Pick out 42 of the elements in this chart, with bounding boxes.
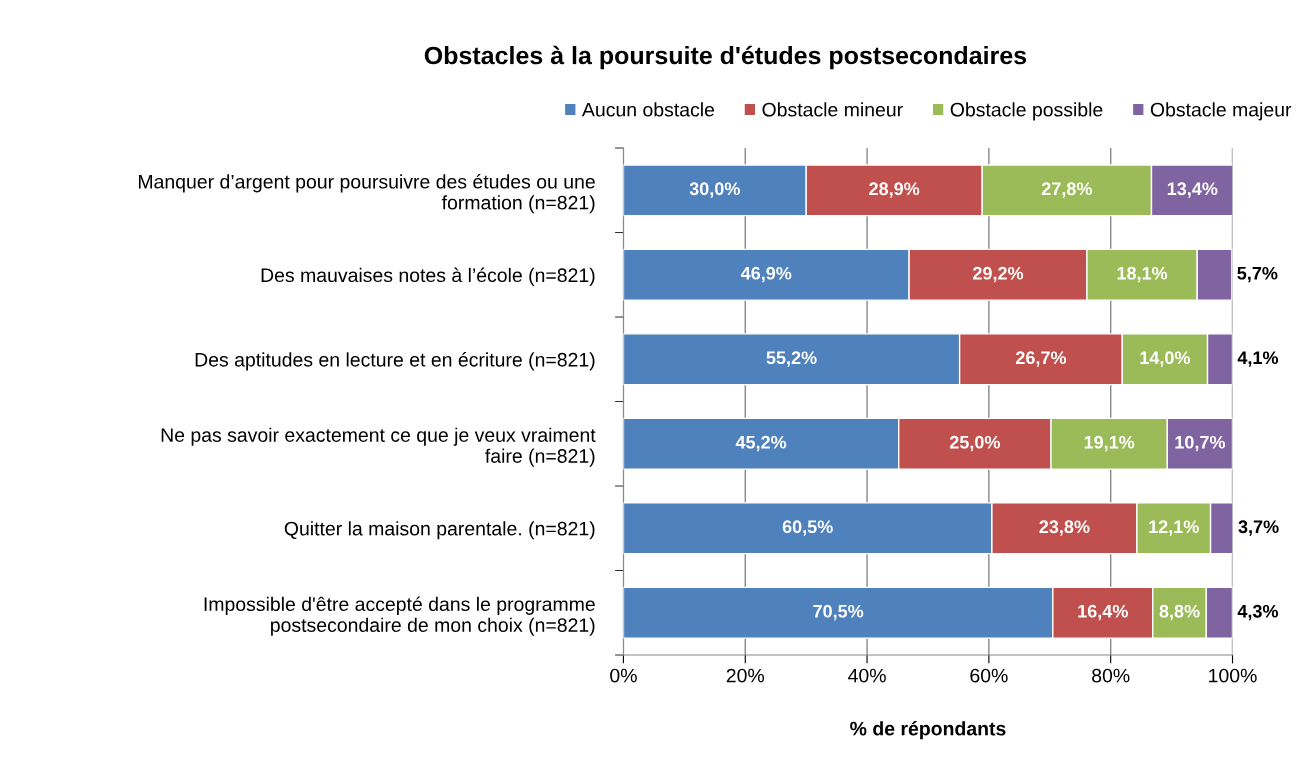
data-label: 55,2% <box>766 351 817 367</box>
x-tick-label: 80% <box>1092 668 1130 683</box>
data-label: 18,1% <box>1117 266 1168 283</box>
data-label: 16,4% <box>1078 604 1128 621</box>
data-label: 14,0% <box>1140 351 1191 367</box>
data-label: 46,9% <box>740 266 792 283</box>
y-tick-label: Impossible d'être accepté dans le programme postsecondaire de mon choix (n=821) <box>204 596 595 636</box>
data-label: 29,2% <box>973 266 1024 283</box>
x-tick-label: 40% <box>848 668 886 683</box>
data-label: 4,1% <box>1237 351 1279 367</box>
data-label: 45,2% <box>735 435 787 452</box>
data-label: 5,7% <box>1237 266 1278 283</box>
data-label: 28,9% <box>869 182 920 198</box>
y-tick-label: Quitter la maison parentale. (n=821) <box>284 521 595 540</box>
data-label: 30,0% <box>689 182 740 198</box>
data-label: 12,1% <box>1149 520 1199 536</box>
data-label: 13,4% <box>1167 182 1218 198</box>
legend-label: Obstacle possible <box>950 102 1103 121</box>
chart-title: Obstacles à la poursuite d'études postsecondaires <box>424 45 1027 70</box>
x-tick-label: 20% <box>726 668 765 683</box>
y-tick-label: Manquer d’argent pour poursuivre des études ou une formation (n=821) <box>138 174 595 214</box>
data-label: 3,7% <box>1238 520 1279 536</box>
data-label: 19,1% <box>1084 435 1135 452</box>
legend-label: Obstacle mineur <box>762 102 903 117</box>
y-tick-label: Des aptitudes en lecture et en écriture (n=821) <box>195 352 595 371</box>
legend-label: Aucun obstacle <box>581 102 715 117</box>
data-label: 25,0% <box>949 435 1000 452</box>
data-label: 10,7% <box>1175 435 1226 452</box>
data-label: 26,7% <box>1015 351 1067 367</box>
data-label: 60,5% <box>782 520 833 536</box>
y-tick-label: Ne pas savoir exactement ce que je veux vraiment faire (n=821) <box>161 427 596 467</box>
data-label: 27,8% <box>1041 182 1092 198</box>
data-label: 70,5% <box>813 604 864 621</box>
x-tick-label: 0% <box>610 668 637 683</box>
data-label: 23,8% <box>1039 520 1090 536</box>
legend-label: Obstacle majeur <box>1150 102 1292 121</box>
data-label: 8,8% <box>1159 604 1200 621</box>
y-tick-label: Des mauvaises notes à l’école (n=821) <box>261 267 595 286</box>
x-tick-label: 100% <box>1209 668 1257 683</box>
x-tick-label: 60% <box>970 668 1008 683</box>
data-label: 4,3% <box>1237 604 1279 621</box>
x-axis-title: % de répondants <box>850 721 1006 740</box>
